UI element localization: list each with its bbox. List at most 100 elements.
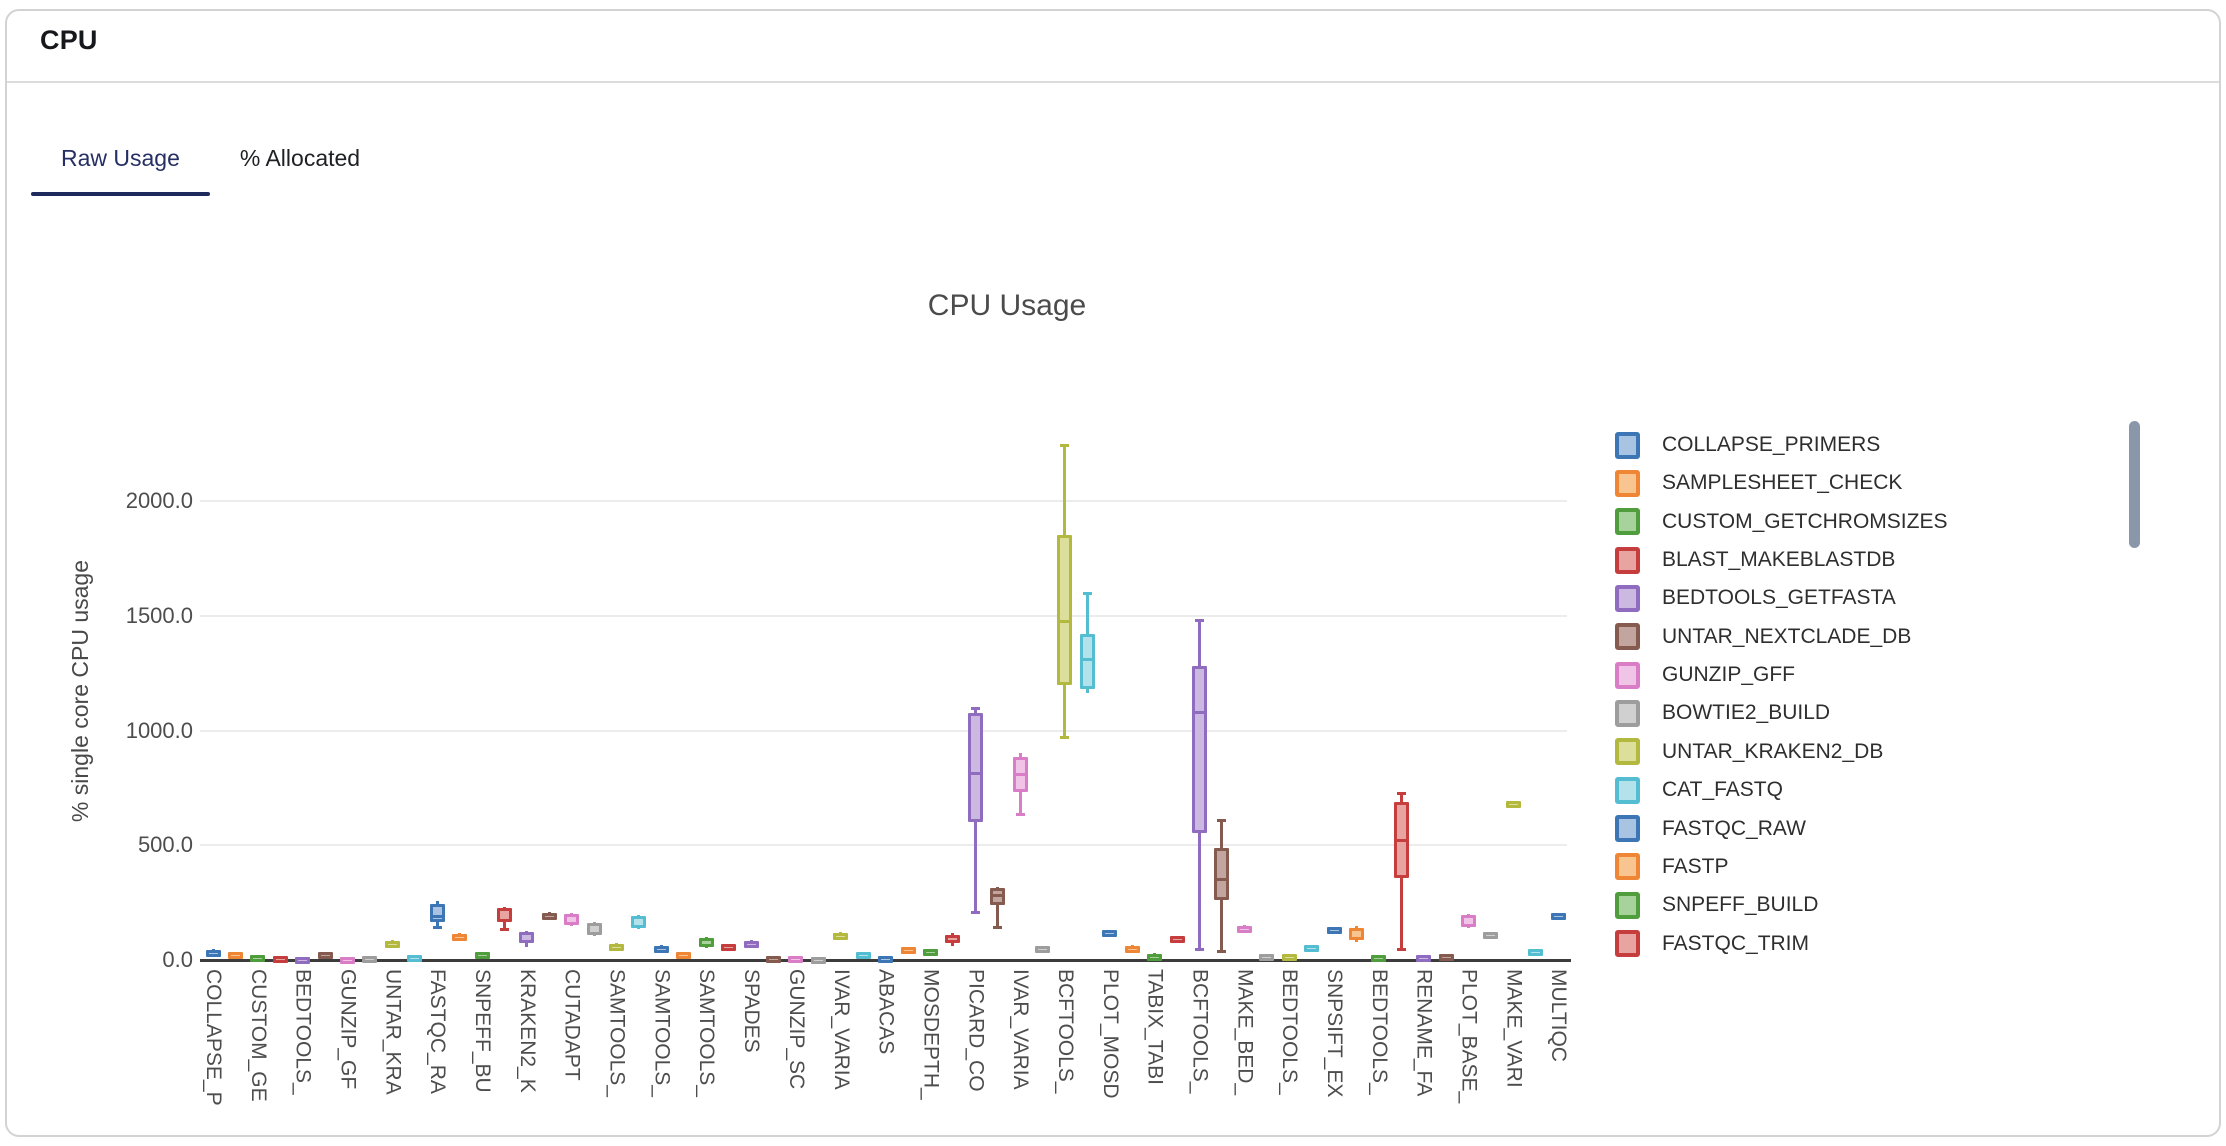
box-series[interactable] (788, 955, 804, 963)
whisker-cap-bottom (1060, 735, 1070, 739)
box-series[interactable] (1259, 954, 1275, 962)
box-series[interactable] (496, 907, 512, 922)
box-series[interactable] (1236, 926, 1252, 934)
median-line (1396, 838, 1407, 842)
box-series[interactable] (810, 956, 826, 964)
box-series[interactable] (1281, 954, 1297, 962)
legend-item[interactable]: SAMPLESHEET_CHECK (1615, 468, 1902, 498)
legend-item[interactable]: SNPEFF_BUILD (1615, 890, 1818, 920)
box-series[interactable] (1102, 930, 1118, 938)
box-series[interactable] (519, 932, 535, 944)
box-series[interactable] (1169, 936, 1185, 944)
tab-percent-allocated[interactable]: % Allocated (239, 145, 361, 171)
plot-area[interactable]: 0.0 500.0 1000.0 1500.0 2000.0 COLLAPSE_P CUST… (7, 211, 2223, 1139)
x-tick-label: COLLAPSE_P (202, 969, 225, 1106)
box-series[interactable] (653, 945, 669, 953)
whisker-cap-bottom (432, 925, 442, 929)
box-series[interactable] (1057, 535, 1073, 686)
x-tick-label: GUNZIP_SC (784, 969, 808, 1090)
box-series[interactable] (384, 940, 400, 948)
box-series[interactable] (1550, 913, 1566, 921)
box-series[interactable] (833, 933, 849, 941)
box-series[interactable] (676, 952, 692, 960)
legend-item[interactable]: UNTAR_NEXTCLADE_DB (1615, 622, 1911, 652)
legend-item[interactable]: FASTP (1615, 852, 1729, 882)
box-series[interactable] (362, 956, 378, 964)
box-series[interactable] (452, 934, 468, 942)
median-line (432, 914, 443, 918)
legend-label: BLAST_MAKEBLASTDB (1662, 548, 1896, 572)
x-tick-label: IVAR_VARIA (1009, 969, 1033, 1090)
tab-raw-usage[interactable]: Raw Usage (31, 131, 210, 196)
whisker-cap-bottom (1217, 949, 1227, 953)
x-tick-label: UNTAR_KRA (381, 969, 405, 1095)
box-series[interactable] (967, 713, 983, 823)
box-series[interactable] (766, 955, 781, 963)
legend-item[interactable]: FASTQC_TRIM (1615, 929, 1809, 959)
legend-item[interactable]: BLAST_MAKEBLASTDB (1615, 545, 1895, 575)
box-series[interactable] (227, 952, 243, 960)
legend-item[interactable]: COLLAPSE_PRIMERS (1615, 430, 1880, 460)
box-series[interactable] (1191, 665, 1207, 833)
box-series[interactable] (698, 937, 714, 947)
x-tick-label: BCFTOOLS_ (1188, 969, 1212, 1094)
legend-item[interactable]: FASTQC_RAW (1615, 814, 1806, 844)
box-series[interactable] (1528, 949, 1544, 957)
box-series[interactable] (900, 947, 916, 955)
whisker-cap-top (1194, 619, 1204, 623)
legend-item[interactable]: CAT_FASTQ (1615, 775, 1783, 805)
box-series[interactable] (541, 912, 557, 920)
legend-item[interactable]: UNTAR_KRAKEN2_DB (1615, 737, 1883, 767)
box-series[interactable] (721, 943, 737, 951)
median-line (1194, 710, 1205, 714)
box-series[interactable] (855, 952, 871, 960)
box-series[interactable] (474, 951, 490, 959)
legend-scrollbar-thumb[interactable] (2129, 421, 2140, 548)
box-series[interactable] (205, 949, 221, 957)
box-series[interactable] (609, 943, 625, 951)
box-series[interactable] (564, 914, 580, 925)
box-series[interactable] (878, 955, 894, 963)
box-series[interactable] (1348, 927, 1364, 941)
box-series[interactable] (340, 957, 356, 965)
legend-swatch (1615, 661, 1640, 689)
box-series[interactable] (1124, 945, 1140, 953)
box-series[interactable] (1035, 946, 1051, 953)
box-series[interactable] (1079, 634, 1095, 690)
box-series[interactable] (1438, 953, 1454, 961)
legend-item[interactable]: GUNZIP_GFF (1615, 660, 1795, 690)
box-series[interactable] (1416, 954, 1432, 962)
box-series[interactable] (1483, 932, 1499, 940)
legend-item[interactable]: BOWTIE2_BUILD (1615, 698, 1830, 728)
box-series[interactable] (1505, 801, 1521, 809)
box-series[interactable] (922, 949, 938, 957)
whisker-cap-bottom (1015, 813, 1025, 817)
box-series[interactable] (586, 922, 602, 935)
legend-item[interactable]: BEDTOOLS_GETFASTA (1615, 583, 1896, 613)
box-series[interactable] (317, 952, 333, 960)
box-series[interactable] (945, 934, 961, 943)
box-series[interactable] (1326, 926, 1342, 934)
legend-swatch (1615, 546, 1640, 574)
box-series[interactable] (1304, 945, 1320, 953)
box-series[interactable] (429, 903, 445, 923)
median-line (1015, 773, 1026, 777)
box-series[interactable] (295, 956, 311, 964)
box-series[interactable] (1461, 915, 1477, 927)
legend-item[interactable]: CUSTOM_GETCHROMSIZES (1615, 507, 1947, 537)
whisker-cap-bottom (499, 927, 509, 931)
whisker-cap-bottom (993, 925, 1003, 929)
box-series[interactable] (1147, 953, 1163, 961)
box-series[interactable] (743, 941, 759, 949)
x-tick-label: RENAME_FA (1412, 969, 1436, 1097)
legend-label: BOWTIE2_BUILD (1662, 701, 1831, 725)
box-series[interactable] (407, 955, 423, 963)
tab-bar: Raw Usage % Allocated (31, 131, 390, 196)
box-series[interactable] (1371, 955, 1387, 963)
box-series[interactable] (250, 954, 266, 962)
median-line (1059, 620, 1070, 624)
page-title: CPU (40, 25, 98, 55)
box-series[interactable] (631, 916, 647, 928)
box-series[interactable] (272, 956, 288, 964)
box-series[interactable] (1214, 848, 1230, 900)
